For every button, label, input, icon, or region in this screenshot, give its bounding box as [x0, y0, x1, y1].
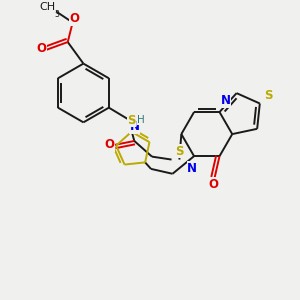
Text: O: O [70, 12, 80, 25]
Text: 3: 3 [54, 10, 59, 19]
Text: N: N [220, 94, 230, 107]
Text: O: O [105, 138, 115, 152]
Text: O: O [208, 178, 219, 191]
Text: S: S [264, 88, 272, 101]
Text: O: O [36, 42, 46, 56]
Text: CH: CH [39, 2, 55, 12]
Text: N: N [187, 162, 197, 175]
Text: N: N [129, 120, 140, 134]
Text: H: H [137, 115, 145, 124]
Text: S: S [176, 145, 184, 158]
Text: S: S [127, 114, 136, 127]
